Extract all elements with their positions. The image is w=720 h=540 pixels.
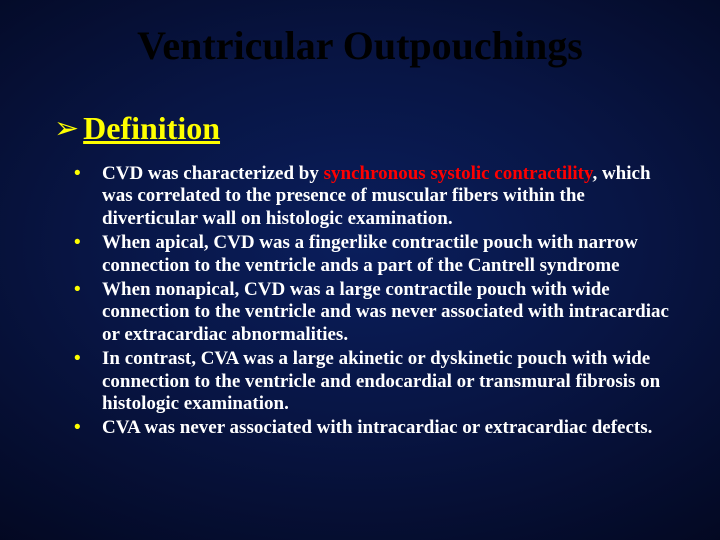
slide: Ventricular Outpouchings ➢ Definition •C… — [0, 0, 720, 540]
bullet-dot-icon: • — [74, 348, 102, 371]
bullet-item: •CVD was characterized by synchronous sy… — [74, 163, 680, 230]
bullet-pre: CVA was never associated with intracardi… — [102, 417, 652, 438]
slide-title: Ventricular Outpouchings — [0, 22, 720, 69]
bullet-dot-icon: • — [74, 232, 102, 255]
heading-text: Definition — [83, 110, 220, 147]
bullet-highlight: synchronous systolic contractility — [324, 163, 593, 184]
bullet-pre: When nonapical, CVD was a large contract… — [102, 279, 669, 345]
bullet-text: CVA was never associated with intracardi… — [102, 417, 652, 439]
bullet-pre: CVD was characterized by — [102, 163, 324, 184]
heading-row: ➢ Definition — [54, 110, 220, 147]
bullet-text: When apical, CVD was a fingerlike contra… — [102, 232, 680, 277]
bullet-item: •When nonapical, CVD was a large contrac… — [74, 279, 680, 346]
bullet-dot-icon: • — [74, 417, 102, 440]
bullet-item: •In contrast, CVA was a large akinetic o… — [74, 348, 680, 415]
chevron-icon: ➢ — [54, 114, 79, 144]
bullet-item: •When apical, CVD was a fingerlike contr… — [74, 232, 680, 277]
bullet-dot-icon: • — [74, 279, 102, 302]
bullet-item: •CVA was never associated with intracard… — [74, 417, 680, 440]
bullet-text: When nonapical, CVD was a large contract… — [102, 279, 680, 346]
bullet-text: In contrast, CVA was a large akinetic or… — [102, 348, 680, 415]
bullet-list: •CVD was characterized by synchronous sy… — [74, 163, 680, 442]
bullet-text: CVD was characterized by synchronous sys… — [102, 163, 680, 230]
bullet-pre: When apical, CVD was a fingerlike contra… — [102, 232, 638, 275]
bullet-dot-icon: • — [74, 163, 102, 186]
bullet-pre: In contrast, CVA was a large akinetic or… — [102, 348, 660, 414]
